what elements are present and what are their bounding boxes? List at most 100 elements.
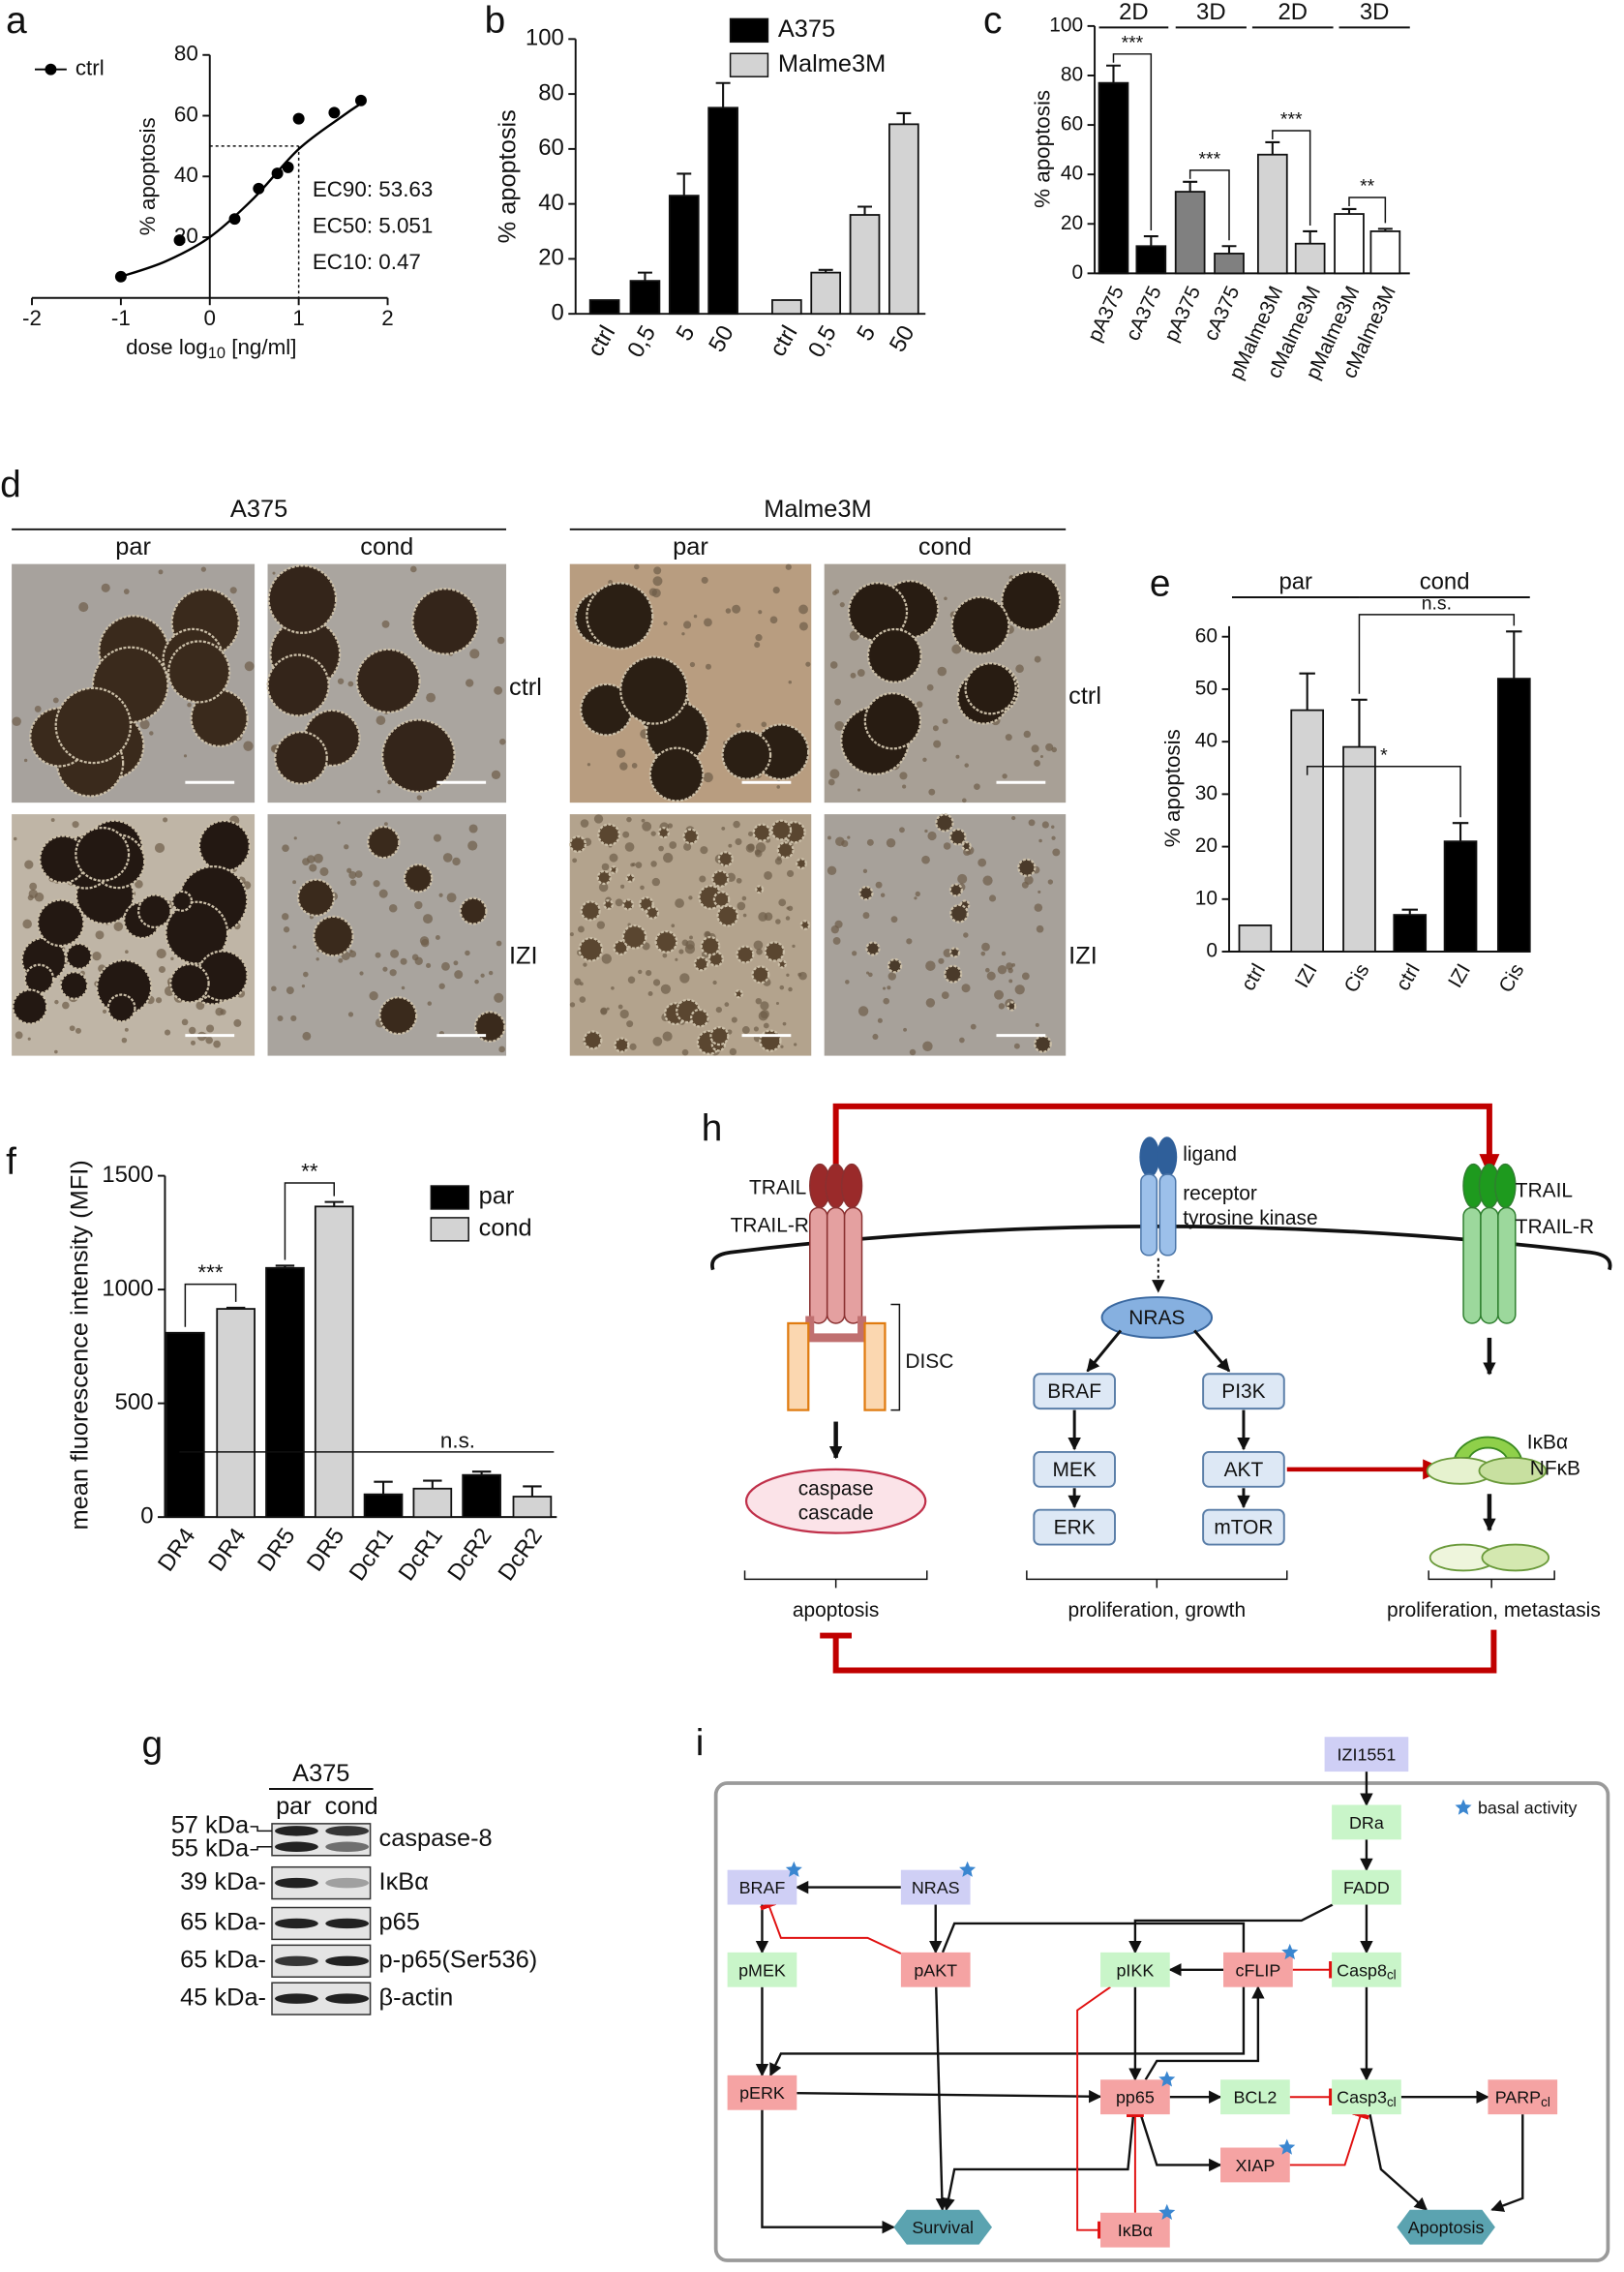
bar <box>1443 840 1478 953</box>
bar <box>1135 245 1167 275</box>
y-tick-label: 80 <box>1061 64 1083 86</box>
bar <box>265 1266 305 1519</box>
x-tick-label: DcR2 <box>442 1524 496 1586</box>
debris <box>728 843 733 848</box>
model-node <box>727 1952 797 1987</box>
error-bar <box>1265 140 1280 155</box>
debris <box>438 893 443 897</box>
spheroid <box>569 835 586 854</box>
diagram-label: tyrosine kinase <box>1183 1207 1317 1229</box>
spheroid <box>197 819 251 873</box>
ligand-trimer <box>1494 1163 1517 1209</box>
debris <box>679 973 690 984</box>
debris <box>689 935 693 940</box>
x-tick-label: IZI <box>1291 960 1322 992</box>
debris <box>569 1002 576 1008</box>
debris <box>494 685 503 695</box>
panel-label: d <box>0 465 21 506</box>
data-point <box>328 106 341 119</box>
debris <box>52 697 59 704</box>
debris <box>641 818 646 823</box>
brace <box>743 1570 928 1589</box>
debris <box>880 893 886 897</box>
group-label: 3D <box>1196 0 1226 25</box>
x-tick-label: DR4 <box>203 1524 252 1577</box>
bar <box>771 299 802 316</box>
inhibition-line <box>820 1629 1497 1674</box>
model-node <box>1100 2212 1170 2248</box>
receptor-domain <box>1480 1206 1499 1324</box>
debris <box>944 596 947 600</box>
pathway-node <box>1033 1373 1116 1410</box>
significance-label: ** <box>1360 176 1375 197</box>
bar <box>1342 745 1376 953</box>
debris <box>832 591 837 595</box>
model-node <box>1332 2079 1401 2115</box>
debris <box>909 1048 917 1056</box>
debris <box>467 840 478 851</box>
debris <box>442 853 453 863</box>
model-node <box>1220 2079 1290 2115</box>
debris <box>741 895 747 901</box>
marker-label: 55 kDa <box>171 1834 250 1862</box>
spheroid <box>613 939 629 955</box>
debris <box>700 846 708 855</box>
significance-label: ** <box>301 1160 318 1184</box>
debris <box>925 998 936 1008</box>
bar <box>1290 709 1325 953</box>
debris <box>827 865 837 876</box>
debris <box>760 1001 769 1011</box>
row-label: ctrl <box>1068 682 1101 710</box>
debris <box>414 900 423 910</box>
y-tick-label: 100 <box>526 25 564 51</box>
debris <box>583 837 592 846</box>
debris <box>754 849 761 856</box>
debris <box>158 965 166 974</box>
diagram-label: NFκB <box>1530 1457 1580 1479</box>
y-tick-label: 40 <box>174 163 198 187</box>
significance-label: * <box>1380 744 1388 766</box>
spheroid <box>858 885 874 901</box>
debris <box>213 1040 221 1048</box>
debris <box>732 604 741 614</box>
x-tick-label: 0,5 <box>803 321 842 362</box>
error-bar <box>1221 245 1237 254</box>
legend-swatch <box>430 1217 469 1242</box>
spheroid <box>770 819 793 841</box>
debris <box>921 855 930 864</box>
debris <box>779 985 785 990</box>
debris <box>675 898 684 908</box>
protein-label: IκBα <box>379 1868 429 1895</box>
debris <box>190 1040 196 1045</box>
debris <box>651 589 661 598</box>
y-axis-label: mean fluorescence intensity (MFI) <box>67 1160 94 1530</box>
spheroid <box>165 900 229 965</box>
activation-edge <box>935 1986 949 2212</box>
node-label: NRAS <box>912 1878 960 1897</box>
significance-bracket <box>1358 614 1516 694</box>
debris <box>1052 848 1061 857</box>
debris <box>50 818 55 822</box>
debris <box>465 950 470 956</box>
spheroid <box>381 718 456 794</box>
debris <box>579 996 586 1003</box>
bar <box>1098 81 1129 275</box>
activation-edge <box>942 2114 1135 2212</box>
debris <box>438 983 445 989</box>
ligand-trimer <box>840 1163 863 1209</box>
spheroid <box>274 730 328 785</box>
debris <box>938 957 945 964</box>
debris <box>1051 825 1055 829</box>
debris <box>805 661 811 667</box>
diagram-label: AKT <box>1224 1459 1264 1481</box>
diagram-label: receptor <box>1183 1183 1257 1205</box>
debris <box>774 858 783 865</box>
lane-label: cond <box>325 1793 378 1820</box>
debris <box>319 866 329 876</box>
debris <box>662 1031 673 1042</box>
debris <box>62 1001 70 1010</box>
debris <box>942 718 948 725</box>
debris <box>733 820 740 829</box>
data-point <box>292 112 305 125</box>
bar <box>314 1205 354 1519</box>
